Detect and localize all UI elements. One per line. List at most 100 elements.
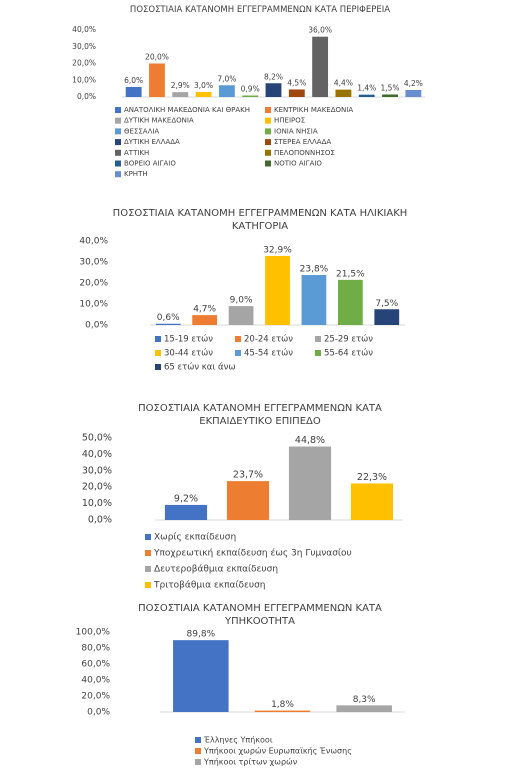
- legend-swatch: [145, 582, 151, 588]
- legend-label: ΘΕΣΣΑΛΙΑ: [124, 127, 159, 135]
- chart: ΠΟΣΟΣΤΙΑΙΑ ΚΑΤΑΝΟΜΗ ΕΓΓΕΓΡΑΜΜΕΝΩΝ ΚΑΤΑ Π…: [0, 0, 520, 205]
- legend-swatch: [145, 566, 151, 572]
- y-tick-label: 40,0%: [72, 25, 96, 34]
- bar: [288, 446, 332, 520]
- bar: [192, 315, 218, 325]
- bar: [336, 705, 392, 712]
- legend-swatch: [155, 336, 161, 342]
- legend-swatch: [235, 336, 241, 342]
- y-tick-label: 40,0%: [82, 449, 112, 460]
- y-tick-label: 30,0%: [79, 258, 108, 268]
- legend-swatch: [265, 117, 271, 124]
- bar: [374, 309, 400, 325]
- bar: [242, 95, 259, 97]
- legend-swatch: [265, 128, 271, 135]
- chart-title: ΠΟΣΟΣΤΙΑΙΑ ΚΑΤΑΝΟΜΗ ΕΓΓΕΓΡΑΜΜΕΝΩΝ ΚΑΤΑ Υ…: [138, 603, 382, 627]
- legend-swatch: [265, 107, 271, 113]
- legend-swatch: [265, 160, 271, 167]
- value-label: 6,0%: [124, 76, 143, 85]
- chart-title: ΠΟΣΟΣΤΙΑΙΑ ΚΑΤΑΝΟΜΗ ΕΓΓΕΓΡΑΜΜΕΝΩΝ ΚΑΤΑ Η…: [112, 208, 408, 232]
- legend-label: ΒΟΡΕΙΟ ΑΙΓΑΙΟ: [124, 160, 176, 168]
- y-tick-label: 20,0%: [82, 482, 112, 493]
- y-tick-label: 100,0%: [76, 628, 111, 638]
- legend-swatch: [115, 139, 121, 146]
- legend-label: ΔΥΤΙΚΗ ΜΑΚΕΔΟΝΙΑ: [124, 117, 194, 125]
- legend-label: 15-19 ετών: [164, 334, 213, 345]
- legend-swatch: [145, 534, 151, 540]
- bar: [254, 710, 311, 712]
- chart: ΠΟΣΟΣΤΙΑΙΑ ΚΑΤΑΝΟΜΗ ΕΓΓΕΓΡΑΜΜΕΝΩΝ ΚΑΤΑ Η…: [0, 205, 520, 380]
- legend-swatch: [155, 350, 161, 356]
- y-tick-label: 80,0%: [81, 644, 110, 654]
- bar: [228, 306, 254, 325]
- value-label: 3,0%: [194, 81, 213, 90]
- legend-label: Υποχρεωτική εκπαίδευση έως 3η Γυμνασίου: [153, 548, 352, 559]
- legend-swatch: [155, 364, 161, 370]
- bar: [218, 85, 235, 97]
- bar: [350, 483, 394, 520]
- chart: ΠΟΣΟΣΤΙΑΙΑ ΚΑΤΑΝΟΜΗ ΕΓΓΕΓΡΑΜΜΕΝΩΝ ΚΑΤΑ Υ…: [0, 595, 520, 775]
- legend-label: 25-29 ετών: [324, 334, 373, 345]
- legend-label: Χωρίς εκπαίδευση: [154, 533, 236, 543]
- bar: [155, 323, 181, 325]
- y-tick-label: 40,0%: [81, 676, 110, 686]
- bar: [337, 279, 363, 325]
- y-tick-label: 0,0%: [77, 92, 96, 101]
- value-label: 23,8%: [300, 265, 329, 275]
- value-label: 7,5%: [375, 299, 398, 309]
- bar: [288, 89, 305, 97]
- chart-svg: 0,0% 10,0% 20,0% 30,0% 40,0% 50,0% 9,2% Χωρίς ε…: [82, 433, 403, 591]
- value-label: 0,6%: [157, 313, 180, 323]
- bar: [312, 36, 329, 97]
- y-tick-label: 20,0%: [72, 59, 96, 68]
- bar: [125, 86, 142, 97]
- value-label: 7,0%: [217, 74, 236, 83]
- y-tick-label: 30,0%: [82, 465, 112, 476]
- y-tick-label: 0,0%: [88, 515, 112, 526]
- value-label: 89,8%: [187, 630, 216, 640]
- value-label: 9,0%: [230, 296, 253, 306]
- legend-label: Έλληνες Υπήκοοι: [203, 736, 273, 745]
- legend-label: Υπήκοοι τρίτων χωρών: [203, 757, 298, 767]
- legend-label: ΝΟΤΙΟ ΑΙΓΑΙΟ: [274, 160, 322, 168]
- chart-title: ΠΟΣΟΣΤΙΑΙΑ ΚΑΤΑΝΟΜΗ ΕΓΓΕΓΡΑΜΜΕΝΩΝ ΚΑΤΑ Ε…: [138, 403, 382, 427]
- chart-svg: 0,0% 10,0% 20,0% 30,0% 40,0% 0,6% 15-19 ετών 4,…: [79, 237, 405, 373]
- bar: [164, 504, 208, 520]
- legend-swatch: [315, 336, 321, 342]
- y-tick-label: 30,0%: [72, 42, 96, 51]
- value-label: 1,5%: [381, 83, 400, 92]
- bar: [382, 94, 398, 97]
- legend-label: ΑΤΤΙΚΗ: [124, 149, 149, 157]
- bar: [149, 63, 165, 97]
- value-label: 21,5%: [336, 269, 365, 279]
- legend-label: ΚΕΝΤΡΙΚΗ ΜΑΚΕΔΟΝΙΑ: [274, 106, 353, 114]
- y-tick-label: 40,0%: [79, 237, 108, 247]
- legend-swatch: [115, 117, 121, 124]
- value-label: 4,5%: [287, 78, 306, 87]
- legend-label: ΑΝΑΤΟΛΙΚΗ ΜΑΚΕΔΟΝΙΑ ΚΑΙ ΘΡΑΚΗ: [124, 106, 250, 114]
- y-tick-label: 10,0%: [82, 498, 112, 509]
- value-label: 32,9%: [263, 245, 292, 255]
- bar: [265, 83, 282, 97]
- legend-swatch: [195, 748, 201, 754]
- value-label: 36,0%: [308, 26, 332, 35]
- legend-swatch: [115, 149, 121, 156]
- chart-svg: 0,0% 10,0% 20,0% 30,0% 40,0% 6,0% ΑΝΑΤΟΛΙΚΗ ΜΑ…: [72, 25, 425, 178]
- y-tick-label: 10,0%: [79, 300, 108, 310]
- y-tick-label: 50,0%: [82, 433, 112, 444]
- chart: ΠΟΣΟΣΤΙΑΙΑ ΚΑΤΑΝΟΜΗ ΕΓΓΕΓΡΑΜΜΕΝΩΝ ΚΑΤΑ Ε…: [0, 395, 520, 591]
- y-tick-label: 0,0%: [87, 708, 110, 718]
- legend-label: ΗΠΕΙΡΟΣ: [274, 117, 305, 125]
- bar: [195, 91, 212, 97]
- value-label: 4,2%: [404, 79, 423, 88]
- y-tick-label: 0,0%: [85, 321, 108, 331]
- y-tick-label: 20,0%: [81, 692, 110, 702]
- value-label: 9,2%: [174, 493, 198, 504]
- chart-title: ΠΟΣΟΣΤΙΑΙΑ ΚΑΤΑΝΟΜΗ ΕΓΓΕΓΡΑΜΜΕΝΩΝ ΚΑΤΑ Π…: [129, 5, 391, 15]
- legend-label: 65 ετών και άνω: [164, 362, 235, 373]
- legend-swatch: [115, 128, 121, 135]
- value-label: 2,9%: [171, 81, 190, 90]
- bar: [358, 94, 375, 97]
- value-label: 20,0%: [145, 53, 169, 62]
